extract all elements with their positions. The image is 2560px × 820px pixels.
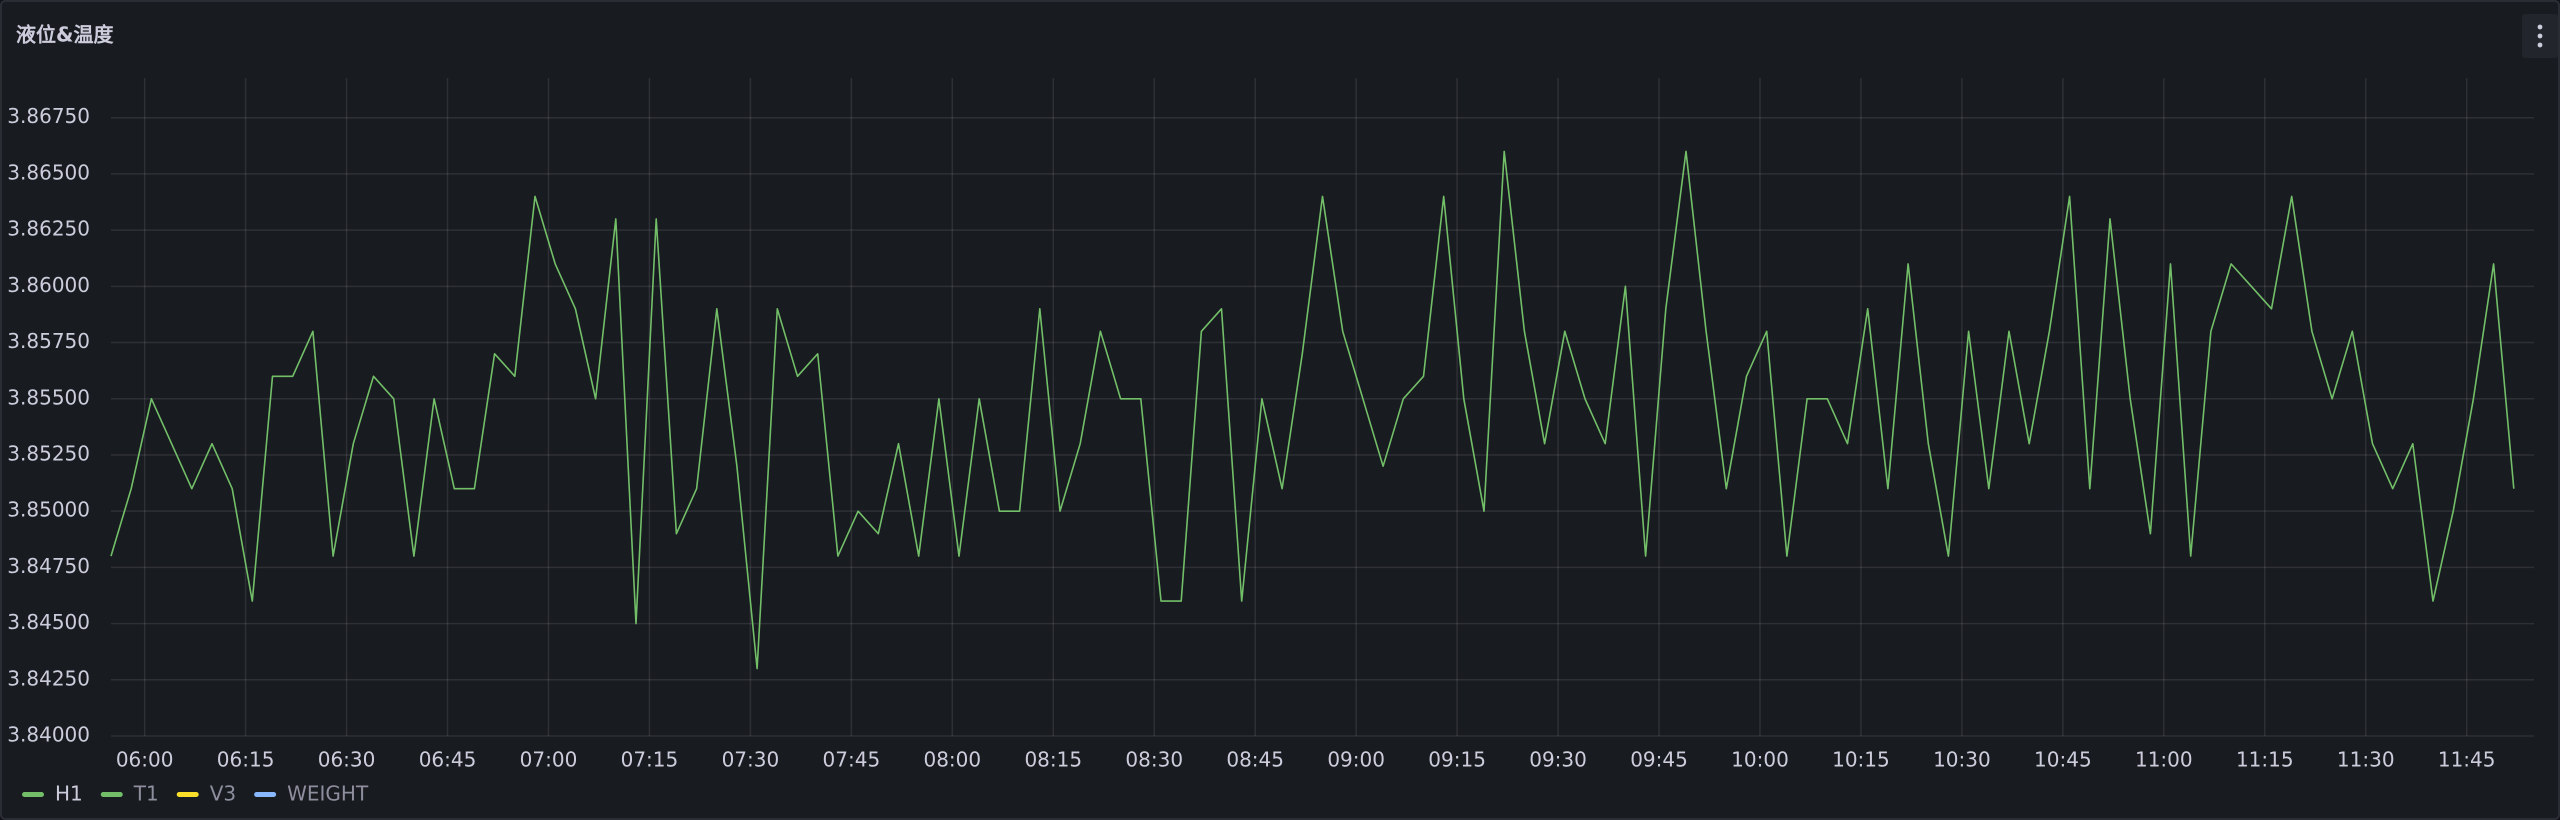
legend-swatch (254, 792, 277, 797)
x-tick-label: 10:00 (1731, 748, 1789, 772)
legend-label: H1 (55, 782, 83, 806)
x-tick-label: 11:45 (2438, 748, 2496, 772)
x-tick-label: 10:30 (1933, 748, 1991, 772)
x-tick-label: 08:30 (1125, 748, 1183, 772)
x-tick-label: 08:45 (1226, 748, 1284, 772)
x-tick-label: 11:00 (2135, 748, 2193, 772)
legend-label: T1 (133, 782, 159, 806)
x-tick-label: 09:45 (1630, 748, 1688, 772)
legend-swatch (100, 792, 123, 797)
x-tick-label: 09:00 (1327, 748, 1385, 772)
y-tick-label: 3.85500 (7, 385, 90, 409)
x-tick-label: 06:45 (419, 748, 477, 772)
legend-item[interactable]: H1 (22, 782, 83, 806)
legend-label: V3 (210, 782, 236, 806)
y-tick-label: 3.84000 (7, 723, 90, 747)
y-tick-label: 3.85250 (7, 441, 90, 465)
y-tick-label: 3.84500 (7, 610, 90, 634)
y-tick-label: 3.86000 (7, 273, 90, 297)
y-tick-label: 3.85750 (7, 329, 90, 353)
menu-dot (2537, 42, 2543, 48)
x-tick-label: 06:15 (217, 748, 275, 772)
x-tick-label: 11:30 (2337, 748, 2395, 772)
y-tick-label: 3.86750 (7, 104, 90, 128)
x-tick-label: 09:15 (1428, 748, 1486, 772)
legend-item[interactable]: WEIGHT (254, 782, 369, 806)
legend-item[interactable]: T1 (100, 782, 159, 806)
legend-item[interactable]: V3 (176, 782, 236, 806)
legend-label: WEIGHT (287, 782, 369, 806)
x-tick-label: 08:00 (923, 748, 981, 772)
x-tick-label: 08:15 (1024, 748, 1082, 772)
x-tick-label: 07:30 (722, 748, 780, 772)
legend-swatch (176, 792, 199, 797)
x-tick-label: 10:45 (2034, 748, 2092, 772)
x-tick-label: 06:30 (318, 748, 376, 772)
y-tick-label: 3.86500 (7, 160, 90, 184)
x-tick-label: 07:00 (520, 748, 578, 772)
panel-menu[interactable] (2522, 14, 2558, 58)
y-tick-label: 3.84250 (7, 666, 90, 690)
y-tick-label: 3.84750 (7, 554, 90, 578)
series-line (110, 150, 2515, 670)
x-tick-label: 06:00 (116, 748, 174, 772)
y-tick-label: 3.85000 (7, 498, 90, 522)
legend-swatch (22, 792, 44, 797)
x-tick-label: 11:15 (2236, 748, 2294, 772)
chart-title: 液位&温度 (16, 23, 114, 47)
x-tick-label: 07:45 (823, 748, 881, 772)
y-tick-label: 3.86250 (7, 217, 90, 241)
x-tick-label: 10:15 (1832, 748, 1890, 772)
x-tick-label: 07:15 (621, 748, 679, 772)
x-tick-label: 09:30 (1529, 748, 1587, 772)
menu-dot (2537, 24, 2543, 30)
menu-dot (2537, 33, 2543, 39)
